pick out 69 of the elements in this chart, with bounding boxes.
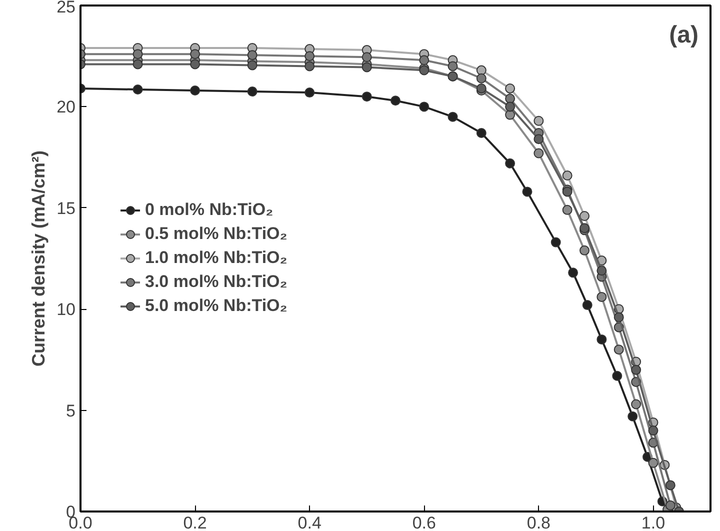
point	[534, 134, 544, 144]
point	[665, 500, 676, 510]
point	[505, 94, 516, 104]
x-tick-label: 0.6	[412, 514, 436, 531]
point	[304, 88, 315, 98]
point	[132, 49, 143, 60]
x-tick-label: 0.8	[526, 514, 551, 531]
legend-label: 5.0 mol% Nb:TiO₂	[145, 296, 288, 316]
point	[596, 334, 607, 344]
x-tick-label: 1.0	[641, 514, 666, 531]
point	[247, 60, 258, 70]
y-tick-label: 25	[56, 0, 76, 16]
point	[190, 59, 200, 70]
point	[505, 102, 516, 112]
point	[476, 83, 486, 94]
y-tick-label: 5	[66, 401, 76, 420]
point	[648, 458, 658, 468]
point	[476, 128, 486, 138]
point	[247, 50, 258, 60]
point	[612, 370, 622, 381]
annotation: (a)	[669, 22, 699, 48]
y-axis-title: Current density (mA/cm²)	[28, 150, 49, 367]
point	[304, 51, 315, 62]
point	[190, 86, 200, 96]
point	[448, 61, 458, 72]
point	[190, 49, 200, 60]
point	[596, 292, 607, 302]
point	[362, 52, 372, 62]
point	[390, 96, 400, 106]
point	[631, 364, 642, 375]
point	[534, 148, 544, 158]
point	[505, 83, 516, 94]
point	[534, 116, 544, 126]
point	[362, 92, 372, 102]
point	[631, 399, 642, 410]
x-tick-label: 0.4	[298, 514, 322, 531]
point	[448, 112, 458, 122]
legend-label: 1.0 mol% Nb:TiO₂	[145, 248, 288, 268]
point	[304, 61, 315, 72]
point	[648, 426, 658, 436]
point	[132, 84, 143, 94]
y-tick-label: 10	[56, 300, 76, 320]
point	[132, 59, 143, 70]
x-tick-label: 0.2	[183, 514, 207, 531]
point	[550, 237, 561, 248]
point	[582, 300, 592, 310]
point	[614, 344, 624, 355]
y-tick-label: 15	[56, 198, 76, 218]
point	[562, 170, 572, 181]
point	[614, 312, 624, 322]
point	[505, 158, 516, 168]
point	[580, 245, 590, 256]
point	[580, 211, 590, 221]
point	[247, 86, 258, 97]
point	[419, 102, 430, 112]
y-tick-label: 20	[56, 98, 76, 117]
point	[562, 204, 572, 215]
point	[628, 411, 638, 422]
point	[419, 55, 430, 66]
point	[522, 186, 532, 197]
legend-label: 3.0 mol% Nb:TiO₂	[145, 272, 288, 292]
point	[476, 65, 486, 76]
point	[568, 268, 578, 278]
point	[362, 62, 372, 72]
legend-label: 0.5 mol% Nb:TiO₂	[145, 224, 288, 244]
point	[596, 266, 607, 276]
point	[665, 480, 676, 490]
legend-label: 0 mol% Nb:TiO₂	[145, 200, 274, 220]
point	[476, 73, 486, 84]
